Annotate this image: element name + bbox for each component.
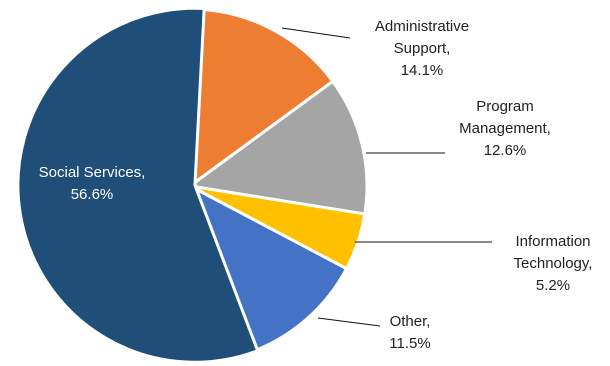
data-label-administrative-support: Administrative Support, 14.1% bbox=[375, 18, 469, 79]
leader-line-other bbox=[317, 317, 381, 327]
data-label-other: Other, 11.5% bbox=[389, 313, 430, 352]
pie-slice-social-services bbox=[16, 6, 260, 364]
leader-lines bbox=[281, 27, 492, 327]
data-label-program-management: Program Management, 12.6% bbox=[459, 98, 551, 159]
data-label-social-services: Social Services, 56.6% bbox=[39, 164, 146, 203]
leader-line-administrative-support bbox=[281, 27, 351, 39]
pie-slices bbox=[16, 6, 369, 364]
data-labels: Administrative Support, 14.1% Program Manage… bbox=[39, 18, 593, 352]
pie-slice-administrative-support bbox=[188, 7, 335, 190]
pie-slice-other bbox=[187, 182, 349, 354]
pie-slice-program-management bbox=[186, 79, 369, 216]
data-label-information-technology: Information Technology, 5.2% bbox=[514, 233, 593, 294]
